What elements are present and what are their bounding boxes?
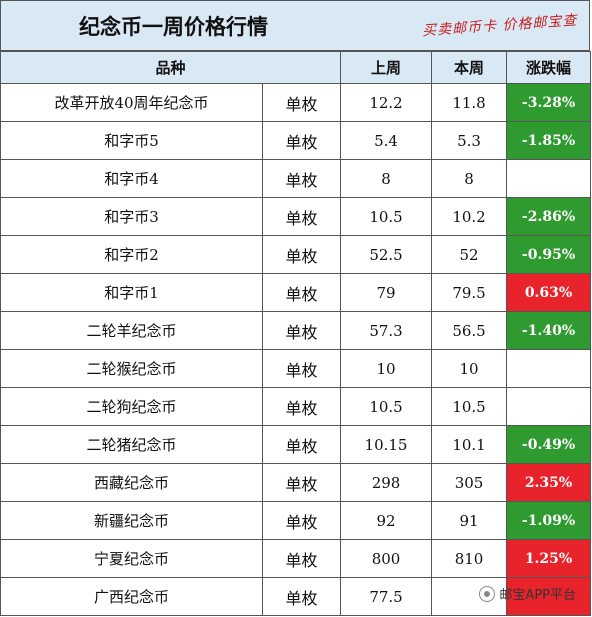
last-week-price-cell: 12.2 — [340, 83, 433, 122]
title-bar: 纪念币一周价格行情 买卖邮币卡 价格邮宝查 — [0, 0, 590, 51]
table-row: 和字币5 单枚 5.4 5.3 -1.85% — [0, 121, 592, 160]
coin-name-cell: 二轮猪纪念币 — [0, 425, 263, 464]
unit-cell: 单枚 — [261, 273, 342, 312]
change-cell: -2.86% — [506, 197, 592, 236]
last-week-price-cell: 5.4 — [340, 121, 433, 160]
coin-name-cell: 西藏纪念币 — [0, 463, 263, 502]
coin-name-cell: 改革开放40周年纪念币 — [0, 83, 263, 122]
last-week-price-cell: 79 — [340, 273, 433, 312]
this-week-price-cell: 10.1 — [431, 425, 508, 464]
this-week-price-cell: 56.5 — [431, 311, 508, 350]
change-cell: -1.40% — [506, 311, 592, 350]
last-week-price-cell: 92 — [340, 501, 433, 540]
change-cell — [506, 387, 592, 426]
table-row: 二轮猪纪念币 单枚 10.15 10.1 -0.49% — [0, 425, 592, 464]
table-row: 二轮猴纪念币 单枚 10 10 — [0, 349, 592, 388]
col-header-this-week: 本周 — [431, 51, 508, 84]
unit-cell: 单枚 — [261, 463, 342, 502]
unit-cell: 单枚 — [261, 197, 342, 236]
this-week-price-cell: 305 — [431, 463, 508, 502]
coin-name-cell: 和字币2 — [0, 235, 263, 274]
unit-cell: 单枚 — [261, 425, 342, 464]
this-week-price-cell: 10.2 — [431, 197, 508, 236]
change-cell — [506, 159, 592, 198]
watermark-text: 邮宝APP平台 — [499, 588, 576, 603]
wechat-icon — [479, 585, 496, 602]
this-week-price-cell: 5.3 — [431, 121, 508, 160]
unit-cell: 单枚 — [261, 387, 342, 426]
coin-name-cell: 二轮狗纪念币 — [0, 387, 263, 426]
unit-cell: 单枚 — [261, 121, 342, 160]
table-row: 宁夏纪念币 单枚 800 810 1.25% — [0, 539, 592, 578]
page-title: 纪念币一周价格行情 — [79, 15, 268, 39]
unit-cell: 单枚 — [261, 349, 342, 388]
unit-cell: 单枚 — [261, 83, 342, 122]
last-week-price-cell: 77.5 — [340, 577, 433, 616]
coin-name-cell: 宁夏纪念币 — [0, 539, 263, 578]
price-table: 品种 上周 本周 涨跌幅 改革开放40周年纪念币 单枚 12.2 11.8 -3.28%… — [0, 51, 592, 616]
last-week-price-cell: 10 — [340, 349, 433, 388]
unit-cell: 单枚 — [261, 577, 342, 616]
unit-cell: 单枚 — [261, 311, 342, 350]
change-cell: -1.85% — [506, 121, 592, 160]
change-cell: -1.09% — [506, 501, 592, 540]
coin-name-cell: 和字币5 — [0, 121, 263, 160]
this-week-price-cell: 52 — [431, 235, 508, 274]
table-row: 西藏纪念币 单枚 298 305 2.35% — [0, 463, 592, 502]
this-week-price-cell: 810 — [431, 539, 508, 578]
table-row: 和字币1 单枚 79 79.5 0.63% — [0, 273, 592, 312]
last-week-price-cell: 57.3 — [340, 311, 433, 350]
coin-name-cell: 和字币4 — [0, 159, 263, 198]
this-week-price-cell: 91 — [431, 501, 508, 540]
last-week-price-cell: 10.5 — [340, 387, 433, 426]
coin-name-cell: 新疆纪念币 — [0, 501, 263, 540]
last-week-price-cell: 298 — [340, 463, 433, 502]
change-cell — [506, 577, 592, 616]
table-row: 二轮羊纪念币 单枚 57.3 56.5 -1.40% — [0, 311, 592, 350]
change-cell: -0.95% — [506, 235, 592, 274]
table-row: 新疆纪念币 单枚 92 91 -1.09% — [0, 501, 592, 540]
last-week-price-cell: 10.15 — [340, 425, 433, 464]
last-week-price-cell: 8 — [340, 159, 433, 198]
table-row: 和字币2 单枚 52.5 52 -0.95% — [0, 235, 592, 274]
table-row: 和字币4 单枚 8 8 — [0, 159, 592, 198]
table-row: 二轮狗纪念币 单枚 10.5 10.5 — [0, 387, 592, 426]
unit-cell: 单枚 — [261, 235, 342, 274]
this-week-price-cell: 8 — [431, 159, 508, 198]
coin-name-cell: 二轮猴纪念币 — [0, 349, 263, 388]
unit-cell: 单枚 — [261, 159, 342, 198]
stamp-text: 买卖邮币卡 价格邮宝查 — [421, 12, 578, 40]
coin-name-cell: 广西纪念币 — [0, 577, 263, 616]
table-row: 和字币3 单枚 10.5 10.2 -2.86% — [0, 197, 592, 236]
unit-cell: 单枚 — [261, 539, 342, 578]
change-cell: 1.25% — [506, 539, 592, 578]
coin-name-cell: 和字币1 — [0, 273, 263, 312]
col-header-change: 涨跌幅 — [506, 51, 592, 84]
coin-name-cell: 和字币3 — [0, 197, 263, 236]
this-week-price-cell: 10.5 — [431, 387, 508, 426]
unit-cell: 单枚 — [261, 501, 342, 540]
coin-name-cell: 二轮羊纪念币 — [0, 311, 263, 350]
change-cell: -0.49% — [506, 425, 592, 464]
change-cell — [506, 349, 592, 388]
watermark: 邮宝APP平台 — [479, 584, 576, 603]
table-row: 改革开放40周年纪念币 单枚 12.2 11.8 -3.28% — [0, 83, 592, 122]
col-header-variety: 品种 — [0, 51, 342, 84]
this-week-price-cell: 11.8 — [431, 83, 508, 122]
this-week-price-cell: 10 — [431, 349, 508, 388]
last-week-price-cell: 800 — [340, 539, 433, 578]
last-week-price-cell: 52.5 — [340, 235, 433, 274]
change-cell: 0.63% — [506, 273, 592, 312]
last-week-price-cell: 10.5 — [340, 197, 433, 236]
change-cell: 2.35% — [506, 463, 592, 502]
change-cell: -3.28% — [506, 83, 592, 122]
col-header-last-week: 上周 — [340, 51, 433, 84]
table-header-row: 品种 上周 本周 涨跌幅 — [0, 51, 592, 84]
this-week-price-cell: 79.5 — [431, 273, 508, 312]
